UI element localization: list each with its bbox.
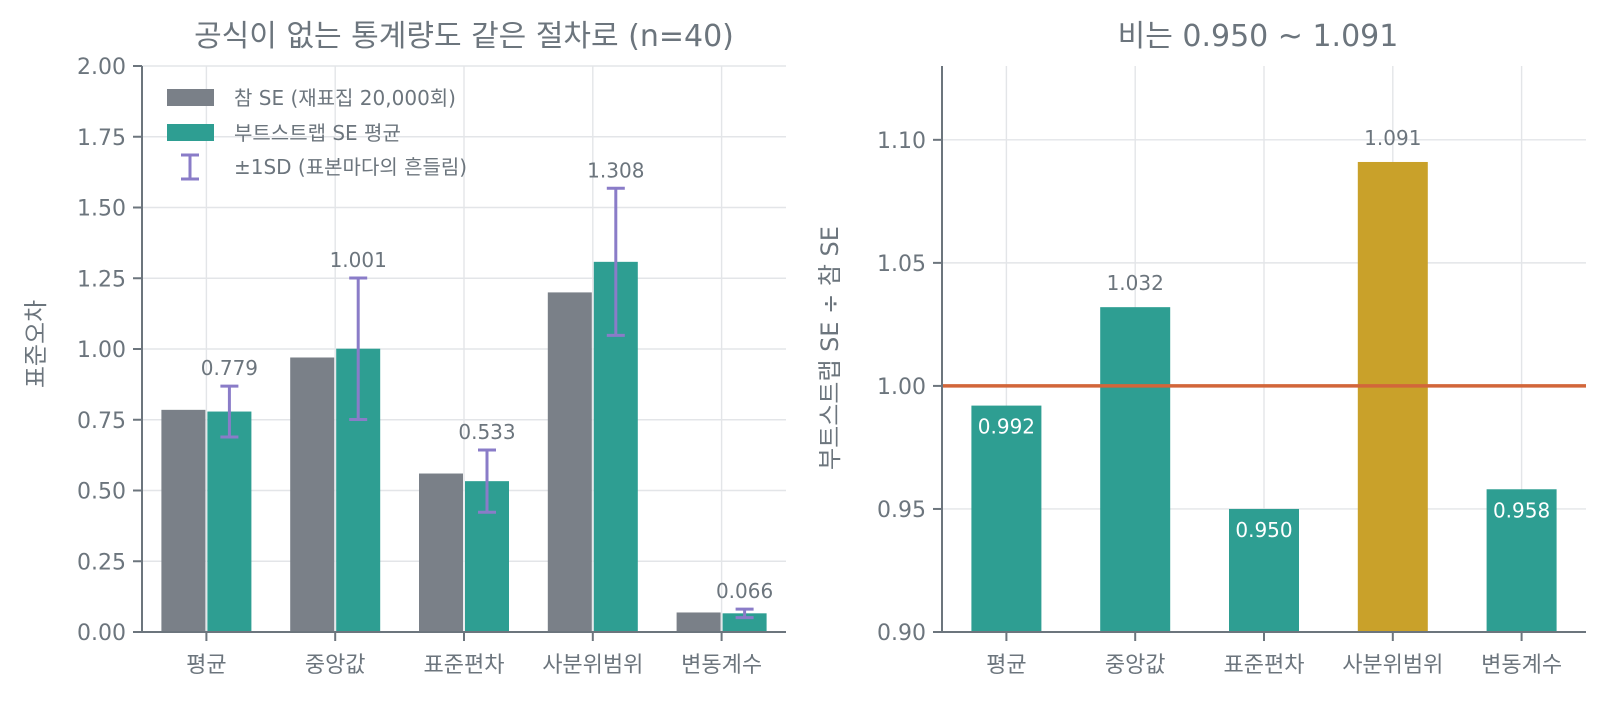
left-y-ticks: 0.00 0.25 0.50 0.75 1.00 1.25 1.50 1.75 2.00	[77, 55, 142, 646]
legend-label-bootstrap-se: 부트스트랩 SE 평균	[234, 121, 401, 145]
right-y-tick-label: 1.00	[877, 375, 926, 400]
left-y-tick-label: 0.25	[77, 550, 126, 575]
left-gridlines	[142, 65, 786, 633]
true-se-bar	[676, 612, 721, 632]
right-bars	[971, 161, 1557, 632]
right-chart-title: 비는 0.950 ~ 1.091	[1118, 19, 1399, 54]
left-data-label: 0.066	[716, 579, 773, 603]
left-legend: 참 SE (재표집 20,000회) 부트스트랩 SE 평균 ±1SD (표본마…	[167, 86, 467, 181]
right-x-tick-label: 사분위범위	[1342, 653, 1443, 678]
true-se-bar	[419, 473, 463, 632]
legend-errorbar-icon	[181, 153, 199, 181]
right-data-label: 0.992	[978, 415, 1035, 439]
ratio-bar	[971, 405, 1042, 632]
left-x-tick-label: 변동계수	[681, 653, 762, 678]
right-data-label: 0.950	[1235, 518, 1292, 542]
true-se-bar	[161, 409, 206, 632]
right-data-labels: 0.992 1.032 0.950 1.091 0.958	[978, 126, 1550, 542]
right-data-label: 1.032	[1107, 271, 1164, 295]
left-y-tick-label: 1.00	[77, 338, 126, 363]
bootstrap-se-bar	[722, 613, 767, 632]
left-data-label: 1.308	[587, 158, 644, 182]
left-y-tick-label: 2.00	[77, 55, 126, 80]
left-y-tick-label: 0.00	[77, 621, 126, 646]
right-y-tick-label: 1.05	[877, 252, 926, 277]
left-chart: 공식이 없는 통계량도 같은 절차로 (n=40) 표준오차 0.779 1.00…	[22, 19, 786, 678]
left-y-tick-label: 0.50	[77, 480, 126, 505]
legend-label-errorbar: ±1SD (표본마다의 흔들림)	[234, 155, 467, 179]
left-x-tick-label: 사분위범위	[542, 653, 643, 678]
right-chart: 비는 0.950 ~ 1.091 부트스트랩 SE ÷ 참 SE 0.992 1.…	[816, 19, 1586, 678]
right-data-label: 1.091	[1364, 126, 1421, 150]
right-x-tick-label: 표준편차	[1224, 653, 1305, 678]
right-x-tick-label: 변동계수	[1481, 653, 1562, 678]
right-y-tick-label: 0.95	[877, 498, 926, 523]
right-y-ticks: 0.90 0.95 1.00 1.05 1.10	[877, 129, 942, 646]
left-error-bars	[220, 186, 754, 620]
ratio-bar	[1486, 489, 1557, 632]
left-y-tick-label: 1.25	[77, 267, 126, 292]
bootstrap-se-bar	[207, 411, 252, 632]
left-bars	[161, 261, 767, 632]
left-y-tick-label: 1.75	[77, 126, 126, 151]
left-x-tick-label: 표준편차	[424, 653, 505, 678]
left-data-label: 1.001	[330, 248, 387, 272]
ratio-bar	[1357, 161, 1428, 632]
left-y-axis-label: 표준오차	[22, 300, 50, 388]
left-y-tick-label: 0.75	[77, 409, 126, 434]
left-data-label: 0.533	[458, 420, 515, 444]
left-data-labels: 0.779 1.001 0.533 1.308 0.066	[201, 158, 773, 603]
left-chart-title: 공식이 없는 통계량도 같은 절차로 (n=40)	[194, 19, 734, 54]
true-se-bar	[290, 357, 335, 632]
true-se-bar	[547, 292, 592, 632]
legend-label-true-se: 참 SE (재표집 20,000회)	[234, 86, 456, 110]
right-data-label: 0.958	[1493, 498, 1550, 522]
left-y-tick-label: 1.50	[77, 197, 126, 222]
ratio-bar	[1100, 307, 1171, 632]
legend-swatch-true-se	[167, 89, 214, 106]
right-x-tick-label: 평균	[986, 653, 1026, 678]
left-x-ticks: 평균 중앙값 표준편차 사분위범위 변동계수	[186, 632, 762, 678]
legend-swatch-bootstrap-se	[167, 124, 214, 141]
right-x-tick-label: 중앙값	[1105, 653, 1166, 678]
right-y-tick-label: 0.90	[877, 621, 926, 646]
left-data-label: 0.779	[201, 356, 258, 380]
right-y-tick-label: 1.10	[877, 129, 926, 154]
left-x-tick-label: 평균	[186, 653, 226, 678]
right-y-axis-label: 부트스트랩 SE ÷ 참 SE	[816, 226, 844, 470]
ratio-bar	[1229, 508, 1299, 632]
right-x-ticks: 평균 중앙값 표준편차 사분위범위 변동계수	[986, 632, 1562, 678]
left-x-tick-label: 중앙값	[305, 653, 366, 678]
